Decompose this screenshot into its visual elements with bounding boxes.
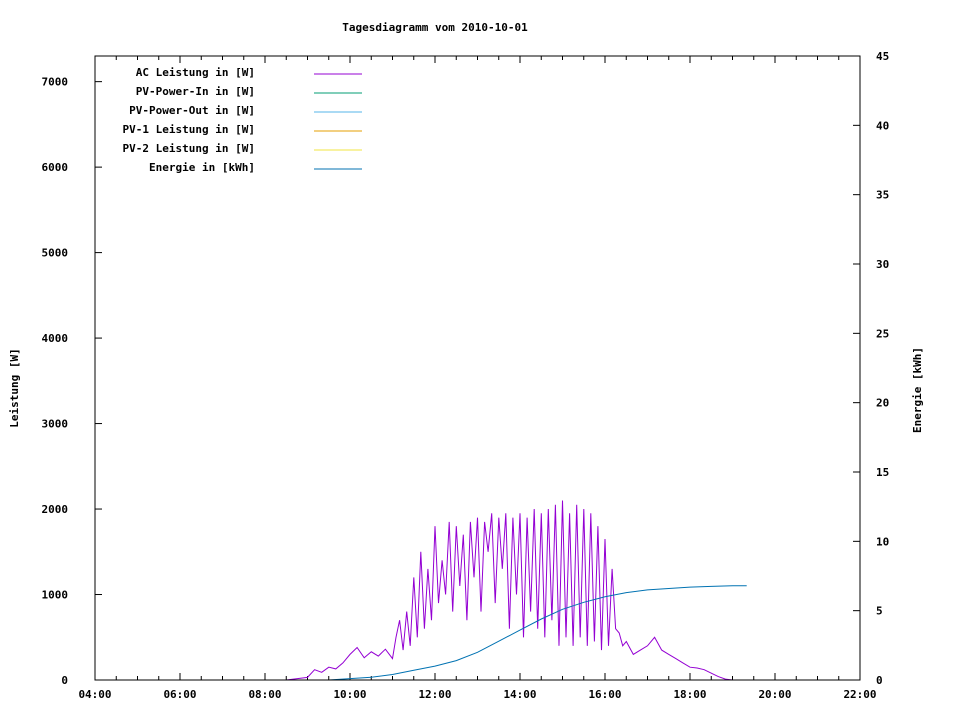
y-tick-label-7: 7000 [42,76,69,89]
y-axis-label: Leistung [W] [8,348,21,427]
y2-tick-label-2: 10 [876,535,889,548]
legend-label-4: PV-2 Leistung in [W] [123,142,255,155]
y2-tick-label-3: 15 [876,466,889,479]
y2-tick-label-5: 25 [876,327,889,340]
legend-label-3: PV-1 Leistung in [W] [123,123,255,136]
legend-label-1: PV-Power-In in [W] [136,85,255,98]
y2-tick-label-6: 30 [876,258,889,271]
legend-label-0: AC Leistung in [W] [136,66,255,79]
y2-tick-label-1: 5 [876,605,883,618]
plot-frame [94,55,861,681]
chart-title: Tagesdiagramm vom 2010-10-01 [342,21,528,34]
y2-tick-label-7: 35 [876,189,889,202]
x-tick-label-9: 22:00 [843,688,876,701]
y2-tick-label-0: 0 [876,674,883,687]
legend-label-5: Energie in [kWh] [149,161,255,174]
y-tick-label-1: 1000 [42,589,69,602]
y-tick-label-4: 4000 [42,332,69,345]
x-tick-label-4: 12:00 [418,688,451,701]
x-tick-label-8: 20:00 [758,688,791,701]
y-tick-label-6: 6000 [42,161,69,174]
y-tick-label-5: 5000 [42,247,69,260]
x-tick-label-5: 14:00 [503,688,536,701]
x-tick-label-7: 18:00 [673,688,706,701]
y2-tick-label-8: 40 [876,119,889,132]
y2-tick-label-4: 20 [876,397,889,410]
y-tick-label-2: 2000 [42,503,69,516]
x-tick-label-6: 16:00 [588,688,621,701]
x-tick-label-1: 06:00 [163,688,196,701]
series-line-5 [328,585,747,681]
series-line-0 [265,500,733,681]
y2-tick-label-9: 45 [876,50,889,63]
x-tick-label-0: 04:00 [78,688,111,701]
x-tick-label-2: 08:00 [248,688,281,701]
y2-axis-label: Energie [kWh] [911,347,924,433]
y-tick-label-0: 0 [61,674,68,687]
y-tick-label-3: 3000 [42,418,69,431]
legend-label-2: PV-Power-Out in [W] [129,104,255,117]
x-tick-label-3: 10:00 [333,688,366,701]
